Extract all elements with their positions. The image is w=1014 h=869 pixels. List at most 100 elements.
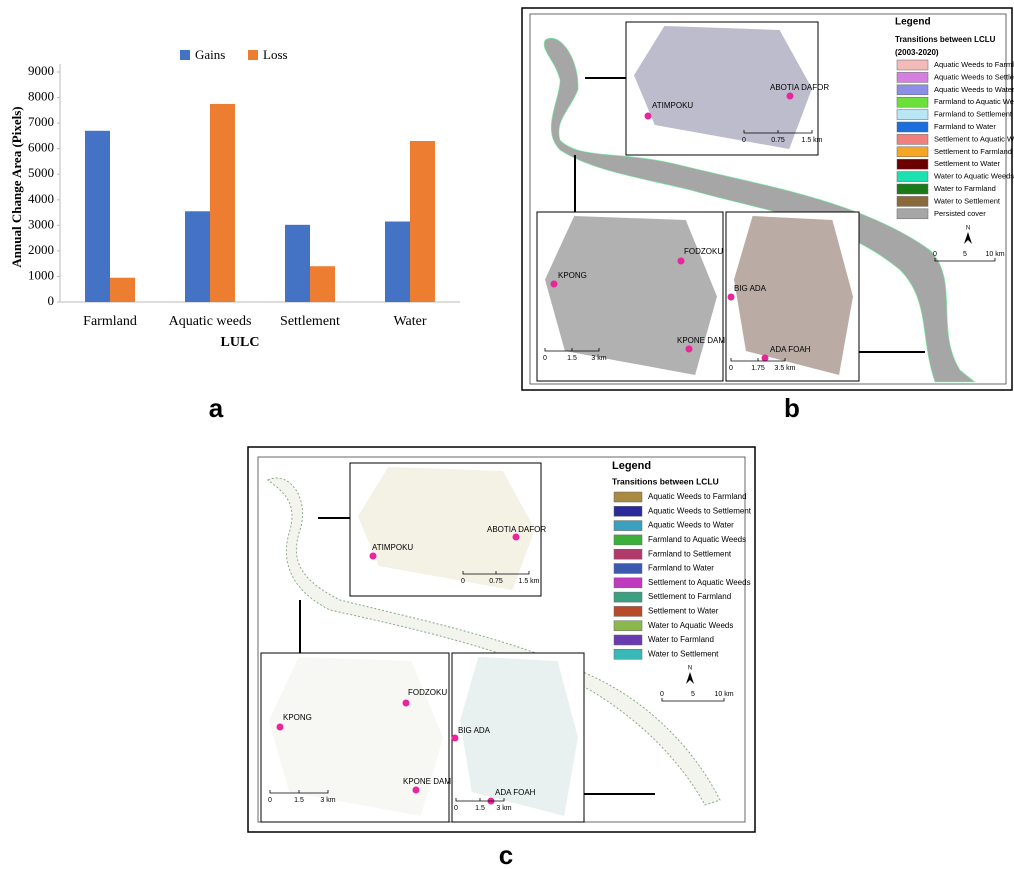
legend-label: Aquatic Weeds to Settlement	[648, 506, 752, 515]
bar	[410, 141, 435, 302]
north-label: N	[688, 666, 692, 672]
legend-title: Legend	[612, 460, 651, 472]
legend-swatch	[897, 97, 928, 107]
place-label: FODZOKU	[408, 688, 447, 697]
bar	[185, 211, 210, 302]
place-label: ADA FOAH	[770, 345, 811, 354]
figure: 0100020003000400050006000700080009000Far…	[0, 0, 1014, 869]
legend-swatch	[614, 506, 642, 516]
bar	[110, 278, 135, 302]
place-marker	[728, 294, 735, 301]
y-tick-label: 2000	[28, 242, 54, 257]
legend-label: Settlement to Water	[648, 607, 719, 616]
legend-label: Settlement to Aquatic Weeds	[934, 134, 1014, 143]
legend-subtitle: Transitions between LCLU	[895, 35, 996, 44]
bar	[310, 266, 335, 302]
scale-label: 3 km	[591, 355, 606, 362]
bar	[285, 225, 310, 302]
legend-swatch	[614, 649, 642, 659]
legend-swatch	[614, 578, 642, 588]
legend-swatch	[897, 196, 928, 206]
legend-swatch	[614, 606, 642, 616]
legend-swatch	[897, 85, 928, 95]
legend-swatch	[248, 50, 258, 60]
place-label: ATIMPOKU	[372, 543, 413, 552]
place-label: KPONE DAM	[403, 777, 451, 786]
legend-label: Settlement to Farmland	[648, 592, 731, 601]
place-label: ATIMPOKU	[652, 101, 693, 110]
legend-label: Farmland to Water	[934, 122, 996, 131]
scale-label: 0	[543, 355, 547, 362]
scale-label: 10 km	[985, 251, 1004, 258]
legend-swatch	[897, 172, 928, 182]
legend-period: (2003-2020)	[895, 48, 939, 57]
legend-swatch	[614, 592, 642, 602]
legend-swatch	[897, 159, 928, 169]
legend-label: Farmland to Aquatic Weeds	[648, 535, 746, 544]
legend-label: Farmland to Settlement	[934, 110, 1013, 119]
legend-swatch	[614, 492, 642, 502]
scale-label: 0	[461, 578, 465, 585]
legend-label: Farmland to Settlement	[648, 549, 732, 558]
legend-swatch	[614, 564, 642, 574]
scale-label: 1.5	[567, 355, 577, 362]
scale-label: 1.5	[294, 797, 304, 804]
legend-label: Farmland to Aquatic Weeds	[934, 97, 1014, 106]
legend-label: Persisted cover	[934, 209, 986, 218]
place-marker	[452, 735, 459, 742]
scale-label: 3.5 km	[774, 365, 795, 372]
scale-label: 3 km	[496, 805, 511, 812]
scale-label: 0.75	[489, 578, 503, 585]
legend-swatch	[180, 50, 190, 60]
x-axis-label: LULC	[221, 335, 260, 350]
legend-label: Settlement to Water	[934, 159, 1001, 168]
legend-label: Aquatic Weeds to Farmland	[648, 492, 747, 501]
legend-swatch	[897, 147, 928, 157]
y-tick-label: 7000	[28, 114, 54, 129]
legend-swatch	[897, 72, 928, 82]
y-tick-label: 3000	[28, 216, 54, 231]
legend-swatch	[897, 209, 928, 219]
x-tick-label: Water	[393, 314, 426, 329]
legend-label: Water to Aquatic Weeds	[934, 172, 1014, 181]
place-label: BIG ADA	[458, 726, 491, 735]
place-marker	[678, 258, 685, 265]
legend-swatch	[897, 110, 928, 120]
y-axis-label: Annual Change Area (Pixels)	[9, 106, 24, 267]
y-tick-label: 6000	[28, 140, 54, 155]
x-tick-label: Aquatic weeds	[169, 314, 252, 329]
panel-label: b	[784, 393, 800, 423]
place-label: KPONE DAM	[677, 336, 725, 345]
legend-label: Aquatic Weeds to Settlement	[934, 72, 1014, 81]
y-tick-label: 8000	[28, 89, 54, 104]
bar	[85, 131, 110, 302]
scale-label: 1.75	[751, 365, 765, 372]
legend-swatch	[897, 184, 928, 194]
scale-label: 0.75	[771, 137, 785, 144]
north-label: N	[966, 226, 970, 232]
legend-label: Water to Farmland	[648, 635, 714, 644]
place-marker	[551, 281, 558, 288]
place-marker	[762, 355, 769, 362]
legend-label: Aquatic Weeds to Water	[648, 521, 734, 530]
place-marker	[513, 534, 520, 541]
scale-label: 0	[729, 365, 733, 372]
scale-label: 1.5	[475, 805, 485, 812]
scale-label: 5	[963, 251, 967, 258]
legend-label: Aquatic Weeds to Water	[934, 85, 1014, 94]
place-label: KPONG	[283, 713, 312, 722]
legend-swatch	[614, 549, 642, 559]
scale-label: 0	[454, 805, 458, 812]
place-marker	[403, 700, 410, 707]
legend-subtitle: Transitions between LCLU	[612, 476, 719, 486]
panel-label: a	[209, 393, 224, 423]
scale-label: 5	[691, 691, 695, 698]
bar	[385, 222, 410, 303]
legend-label: Settlement to Aquatic Weeds	[648, 578, 751, 587]
legend-label: Loss	[263, 47, 288, 62]
scale-label: 10 km	[714, 691, 733, 698]
legend-label: Settlement to Farmland	[934, 147, 1012, 156]
y-tick-label: 0	[48, 293, 55, 308]
place-marker	[645, 113, 652, 120]
scale-label: 0	[660, 691, 664, 698]
